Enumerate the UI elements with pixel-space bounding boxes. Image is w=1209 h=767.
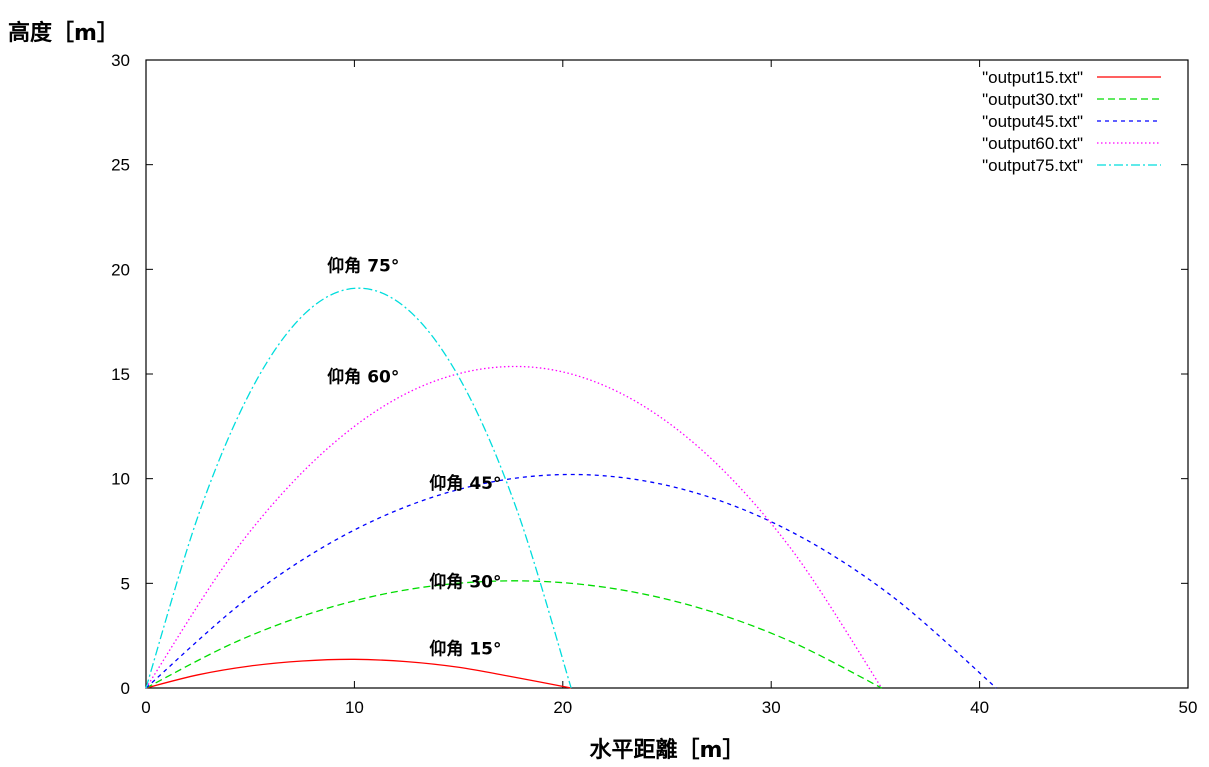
series-line-4 bbox=[145, 365, 883, 689]
series-line-5 bbox=[145, 287, 572, 689]
axis-ticks: 0 10 20 30 40 50 0 5 10 15 20 25 30 bbox=[111, 51, 1197, 717]
annotation-label: 仰角 30° bbox=[429, 572, 501, 593]
series-line-3 bbox=[145, 473, 997, 689]
legend-label: "output45.txt" bbox=[982, 112, 1083, 131]
annotation-label: 仰角 60° bbox=[327, 366, 399, 387]
y-tick-label: 25 bbox=[111, 156, 130, 175]
series-group bbox=[145, 287, 997, 689]
x-tick-label: 0 bbox=[141, 698, 150, 717]
x-tick-label: 10 bbox=[345, 698, 364, 717]
annotations-group: 仰角 75° 仰角 60° 仰角 45° 仰角 30° 仰角 15° bbox=[327, 255, 501, 659]
y-tick-label: 5 bbox=[121, 574, 130, 593]
annotation-label: 仰角 75° bbox=[327, 255, 399, 276]
y-tick-label: 0 bbox=[121, 679, 130, 698]
x-tick-label: 30 bbox=[762, 698, 781, 717]
series-line-2 bbox=[145, 580, 882, 689]
series-line-1 bbox=[145, 658, 572, 689]
x-tick-label: 40 bbox=[970, 698, 989, 717]
legend: "output15.txt" "output30.txt" "output45.tx… bbox=[982, 68, 1161, 175]
y-tick-label: 30 bbox=[111, 51, 130, 70]
legend-label: "output30.txt" bbox=[982, 90, 1083, 109]
y-tick-label: 10 bbox=[111, 470, 130, 489]
legend-label: "output75.txt" bbox=[982, 156, 1083, 175]
legend-label: "output60.txt" bbox=[982, 134, 1083, 153]
y-axis-title: 高度［m］ bbox=[8, 20, 119, 46]
x-axis-title: 水平距離［m］ bbox=[590, 737, 745, 763]
plot-frame bbox=[145, 59, 1189, 689]
x-tick-label: 50 bbox=[1179, 698, 1198, 717]
y-tick-label: 15 bbox=[111, 365, 130, 384]
legend-label: "output15.txt" bbox=[982, 68, 1083, 87]
x-tick-label: 20 bbox=[553, 698, 572, 717]
y-tick-label: 20 bbox=[111, 260, 130, 279]
annotation-label: 仰角 15° bbox=[429, 639, 501, 660]
annotation-label: 仰角 45° bbox=[429, 473, 501, 494]
